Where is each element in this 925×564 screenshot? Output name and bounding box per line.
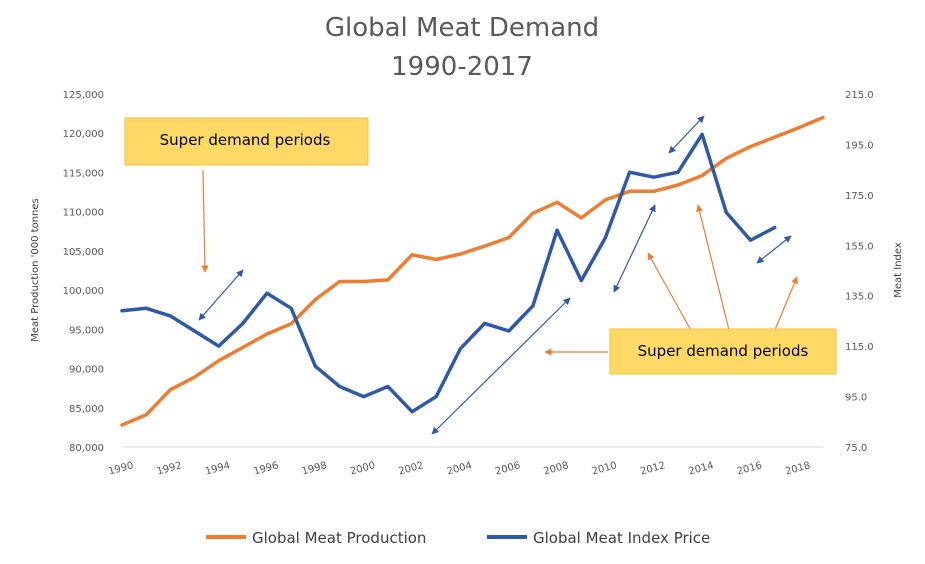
right-tick-label: 195.0 [845,140,874,151]
legend-label-production: Global Meat Production [252,529,426,547]
right-tick-label: 115.0 [845,342,874,353]
x-tick-label: 1996 [252,460,279,477]
annotation-text-top: Super demand periods [160,131,331,149]
annotation-arrows [198,115,798,435]
left-tick-label: 125,000 [63,90,104,101]
orange-arrow-1 [647,252,694,335]
x-axis-ticks: 1990 1992 1994 1996 1998 2000 2002 2004 2006 2008… [107,460,811,477]
x-tick-label: 2010 [591,460,618,477]
left-axis-ticks: 80,000 85,000 90,000 95,000 100,000 105,000 11… [63,90,104,454]
x-tick-label: 2008 [542,460,569,477]
right-axis-title: Meat Index [893,242,904,298]
x-tick-label: 2002 [397,460,424,477]
orange-arrow-2 [696,204,731,335]
legend: Global Meat Production Global Meat Index… [206,529,710,547]
x-tick-label: 1994 [204,460,231,477]
left-tick-label: 80,000 [69,443,104,454]
orange-arrow-top [201,169,209,273]
right-tick-label: 215.0 [845,90,874,101]
blue-arrow-1 [198,269,244,321]
right-tick-label: 95.0 [845,393,867,404]
orange-arrow-3 [771,276,798,338]
x-tick-label: 2014 [687,460,714,477]
left-tick-label: 90,000 [69,365,104,376]
right-tick-label: 75.0 [845,443,867,454]
legend-label-price: Global Meat Index Price [533,529,710,547]
left-tick-label: 85,000 [69,404,104,415]
annotation-box-top: Super demand periods [124,117,369,166]
right-axis-ticks: 75.0 95.0 115.0 135.0 155.0 175.0 195.0 215.0 [845,90,874,454]
blue-arrow-2 [431,297,571,435]
x-tick-label: 2000 [349,460,376,477]
left-tick-label: 100,000 [63,286,104,297]
left-axis-title: Meat Production '000 tonnes [30,198,41,341]
chart-title-line1: Global Meat Demand [325,13,599,43]
blue-arrow-3 [613,204,656,293]
right-tick-label: 155.0 [845,241,874,252]
blue-arrow-4 [668,115,705,154]
left-tick-label: 115,000 [63,168,104,179]
x-tick-label: 1998 [301,460,328,477]
chart-title-line2: 1990-2017 [391,52,533,82]
right-tick-label: 175.0 [845,191,874,202]
x-tick-label: 1992 [156,460,183,477]
series-line-production [120,115,825,427]
x-tick-label: 2016 [736,460,763,477]
left-tick-label: 95,000 [69,325,104,336]
blue-arrow-5 [756,235,792,264]
x-tick-label: 2004 [446,460,473,477]
x-tick-label: 2012 [639,460,666,477]
annotation-box-bottom: Super demand periods [609,328,837,375]
right-tick-label: 135.0 [845,292,874,303]
x-tick-label: 2018 [784,460,811,477]
annotation-text-bottom: Super demand periods [638,342,809,360]
left-tick-label: 110,000 [63,208,104,219]
left-tick-label: 120,000 [63,129,104,140]
x-tick-label: 1990 [107,460,134,477]
x-tick-label: 2006 [494,460,521,477]
left-tick-label: 105,000 [63,247,104,258]
